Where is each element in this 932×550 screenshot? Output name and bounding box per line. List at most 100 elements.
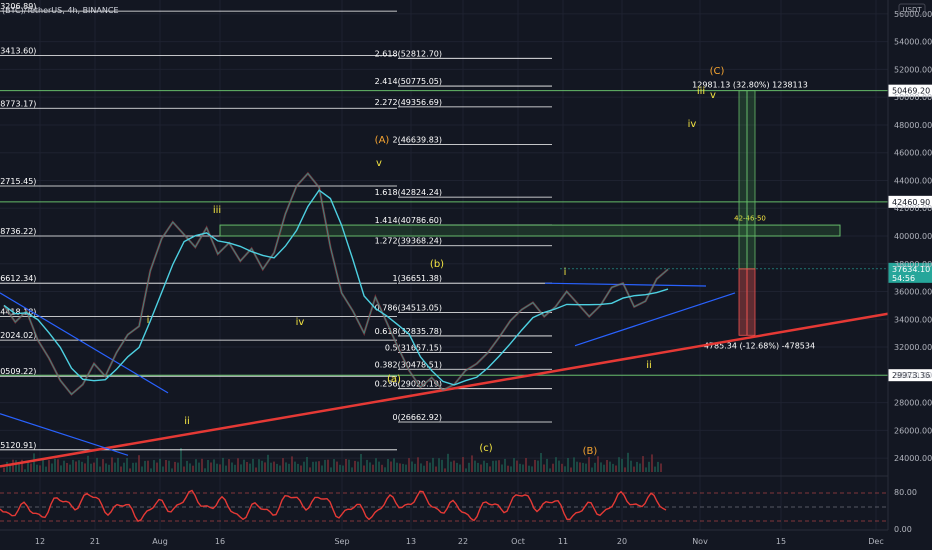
- volume-bar: [558, 460, 560, 472]
- volume-bar: [219, 464, 221, 472]
- volume-bar: [54, 458, 56, 472]
- price-axis[interactable]: 24000.00 26000.00 28000.00 30000.00 32000.00…: [887, 0, 932, 534]
- oscillator-tick-label: 0.00: [894, 525, 912, 534]
- volume-bar: [42, 458, 44, 472]
- volume-bar: [273, 461, 275, 472]
- volume-bar: [420, 463, 422, 472]
- volume-bar: [12, 459, 14, 472]
- fib-left-label: (34418.18): [0, 308, 36, 317]
- volume-bar: [69, 464, 71, 472]
- volume-bar: [360, 454, 362, 472]
- volume-bar: [345, 459, 347, 472]
- volume-bar: [411, 461, 413, 472]
- volume-bar: [126, 458, 128, 472]
- volume-bar: [342, 465, 344, 472]
- volume-bar: [48, 460, 50, 472]
- volume-bar: [21, 459, 23, 472]
- volume-bar: [642, 456, 644, 472]
- fib-label: 0.382(30478.51): [375, 360, 442, 369]
- volume-bar: [183, 466, 185, 472]
- volume-bar: [645, 467, 647, 472]
- volume-bar: [45, 466, 47, 472]
- time-axis[interactable]: 12 21 Aug 16 Sep 13 22 Oct 11 20 Nov 15 Dec: [0, 529, 888, 546]
- price-tick-label: 36000.00: [894, 288, 932, 297]
- volume-bar: [66, 463, 68, 472]
- volume-bar: [582, 462, 584, 472]
- volume-bar: [225, 465, 227, 472]
- volume-bar: [297, 463, 299, 472]
- volume-bar: [390, 461, 392, 472]
- volume-bar: [435, 466, 437, 472]
- volume-bar: [333, 459, 335, 472]
- price-series: [3, 171, 669, 396]
- fib-label: 2.618(52812.70): [375, 49, 442, 58]
- volume-bar: [90, 463, 92, 472]
- time-tick-label: 13: [406, 537, 416, 546]
- volume-bar: [336, 461, 338, 472]
- currency-box[interactable]: [898, 3, 926, 16]
- volume-bar: [444, 468, 446, 472]
- volume-bar: [72, 459, 74, 472]
- volume-bar: [285, 462, 287, 472]
- volume-bar: [453, 460, 455, 472]
- price-tick-label: 48000.00: [894, 121, 932, 130]
- volume-bar: [483, 460, 485, 472]
- wave-label: (c): [479, 443, 492, 454]
- volume-bar: [465, 468, 467, 472]
- volume-bar: [339, 464, 341, 472]
- volume-bar: [195, 459, 197, 472]
- volume-bar: [429, 462, 431, 472]
- volume-bar: [624, 467, 626, 472]
- volume-bar: [144, 460, 146, 472]
- volume-bar: [369, 462, 371, 472]
- volume-bar: [477, 462, 479, 472]
- volume-bar: [504, 458, 506, 472]
- countdown-label: 54:56: [892, 274, 915, 283]
- volume-bar: [621, 458, 623, 472]
- time-tick-label: Oct: [511, 537, 525, 546]
- volume-bar: [396, 462, 398, 472]
- volume-bar: [30, 463, 32, 472]
- wave-label: v: [710, 90, 716, 101]
- volume-bar: [357, 461, 359, 472]
- volume-bar: [84, 463, 86, 472]
- wave-label: ii: [184, 416, 190, 427]
- time-tick-label: 20: [617, 537, 627, 546]
- fib-retracement[interactable]: 2.618(52812.70) 2.414(50775.05) 2.272(4935…: [375, 49, 552, 423]
- volume-bar: [111, 457, 113, 472]
- volume-bar: [456, 462, 458, 472]
- volume-bar: [51, 463, 53, 472]
- volume-bar: [381, 464, 383, 472]
- volume-bar: [210, 462, 212, 472]
- fib-label: 1(36651.38): [392, 274, 442, 283]
- price-tick-label: 32000.00: [894, 343, 932, 352]
- time-tick-label: Sep: [334, 537, 349, 546]
- volume-bar: [516, 460, 518, 472]
- volume-bar: [321, 465, 323, 472]
- blue-bottom-line: [574, 292, 736, 347]
- volume-bar: [240, 464, 242, 472]
- wave-label: iv: [688, 119, 697, 130]
- volume-bar: [414, 463, 416, 472]
- volume-bar: [537, 460, 539, 472]
- volume-bar: [540, 453, 542, 472]
- fib-extension-left[interactable]: (43206.89) (53413.60) (48773.17) (42715.45)…: [0, 2, 397, 451]
- volume-bar: [495, 460, 497, 472]
- volume-bar: [279, 465, 281, 472]
- level-tag: [888, 369, 932, 382]
- wave-label: i: [147, 315, 150, 326]
- blue-downtrend-line-2: [0, 413, 129, 456]
- time-tick-label: 15: [776, 537, 786, 546]
- fib-left-label: (42715.45): [0, 177, 36, 186]
- price-tick-label: 28000.00: [894, 399, 932, 408]
- volume-bar: [489, 466, 491, 472]
- volume-bar: [549, 468, 551, 472]
- volume-bar: [192, 465, 194, 472]
- price-tick-label: 42000.00: [894, 204, 932, 213]
- volume-bar: [39, 465, 41, 472]
- volume-bar: [552, 463, 554, 472]
- volume-bar: [441, 459, 443, 472]
- fib-label: 2.272(49356.69): [375, 98, 442, 107]
